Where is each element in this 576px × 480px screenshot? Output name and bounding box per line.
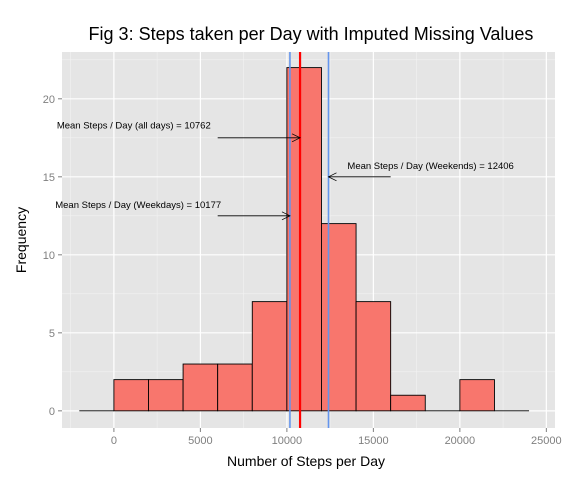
x-tick-label: 0 xyxy=(111,435,117,447)
x-tick-label: 15000 xyxy=(358,435,389,447)
annotation-label: Mean Steps / Day (Weekends) = 12406 xyxy=(347,161,513,172)
x-axis-title: Number of Steps per Day xyxy=(227,453,385,469)
annotation-label: Mean Steps / Day (all days) = 10762 xyxy=(57,120,211,131)
x-axis-ticks: 0 5000 10000 15000 20000 25000 xyxy=(111,428,562,447)
histogram-bar xyxy=(390,394,426,412)
arrow-head xyxy=(291,133,301,143)
y-tick-label: 0 xyxy=(49,406,55,418)
arrow-head xyxy=(327,172,337,182)
mean-lines xyxy=(289,52,330,428)
x-tick-label: 25000 xyxy=(531,435,562,447)
y-tick-label: 15 xyxy=(43,172,55,184)
histogram-bar xyxy=(113,379,149,412)
y-tick-label: 10 xyxy=(43,250,55,262)
y-axis-title: Frequency xyxy=(13,207,29,273)
histogram-bar xyxy=(459,379,495,412)
annotations: Mean Steps / Day (all days) = 10762 Mean … xyxy=(55,120,514,221)
histogram-bar xyxy=(217,363,253,412)
y-tick-label: 5 xyxy=(49,328,55,340)
annotation-label: Mean Steps / Day (Weekdays) = 10177 xyxy=(55,200,221,211)
histogram-bar xyxy=(148,379,184,412)
x-tick-label: 5000 xyxy=(188,435,212,447)
x-tick-label: 20000 xyxy=(445,435,476,447)
y-tick-label: 20 xyxy=(43,94,55,106)
histogram-bar xyxy=(182,363,219,412)
chart-title: Fig 3: Steps taken per Day with Imputed … xyxy=(89,24,534,44)
arrow-head xyxy=(281,211,291,221)
histogram-bar xyxy=(286,67,322,412)
histogram-bars xyxy=(79,67,530,412)
histogram-bar xyxy=(355,301,392,412)
histogram-bar xyxy=(251,301,288,412)
y-axis-ticks: 0 5 10 15 20 xyxy=(43,94,62,418)
histogram-bar xyxy=(321,223,357,412)
x-tick-label: 10000 xyxy=(272,435,303,447)
